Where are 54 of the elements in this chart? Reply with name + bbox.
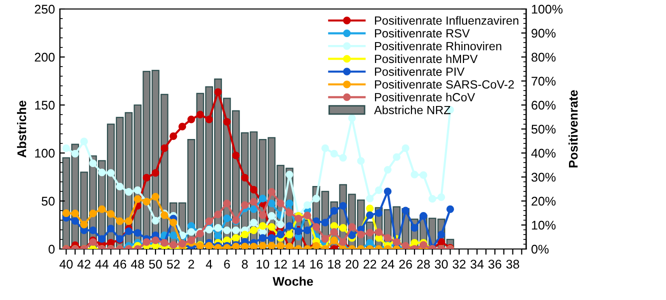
legend-label: Positivenrate hCoV [375, 92, 476, 102]
x-tick-label: 44 [95, 260, 109, 268]
legend-label: Positivenrate Influenzaviren [375, 16, 518, 25]
x-tick-label: 38 [506, 260, 520, 269]
x-tick-label: 34 [470, 260, 484, 269]
x-tick-label: 18 [328, 260, 341, 269]
y-tick-label: 150 [35, 100, 55, 110]
y-tick-label: 100 [35, 148, 55, 158]
x-tick-label: 22 [364, 260, 376, 268]
legend-label: Positivenrate hMPV [375, 54, 478, 64]
x-tick-label: 24 [381, 260, 394, 268]
x-tick-label: 8 [242, 260, 248, 269]
x-tick-label: 42 [77, 260, 90, 268]
x-tick-label: 48 [130, 260, 144, 269]
legend-label: Positivenrate Rhinoviren [375, 42, 502, 50]
y2-tick-label: 50% [532, 124, 556, 134]
y-tick-label: 250 [34, 4, 55, 14]
x-tick-label: 14 [292, 260, 305, 268]
x-tick-label: 36 [488, 260, 502, 269]
x-tick-label: 50 [149, 260, 162, 269]
y2-tick-label: 0% [531, 244, 549, 254]
y2-tick-label: 60% [532, 100, 556, 110]
x-tick-label: 6 [224, 260, 230, 269]
legend-label: Positivenrate RSV [375, 28, 470, 38]
y2-tick-label: 30% [531, 172, 556, 182]
x-tick-label: 30 [434, 260, 448, 269]
y2-tick-label: 100% [532, 4, 563, 14]
x-tick-label: 40 [60, 260, 73, 269]
x-tick-label: 12 [274, 260, 287, 268]
y-tick-label: 0 [48, 244, 55, 254]
x-tick-label: 46 [113, 260, 126, 269]
y2-axis-title: Positivenrate [568, 90, 578, 168]
y2-tick-label: 80% [532, 52, 556, 62]
x-tick-label: 10 [256, 260, 270, 269]
y2-tick-label: 20% [532, 196, 556, 206]
x-axis-title: Woche [272, 276, 313, 286]
legend-label: Positivenrate PIV [375, 67, 465, 76]
x-tick-label: 32 [452, 260, 466, 269]
x-tick-label: 20 [346, 260, 358, 269]
y2-tick-label: 10% [532, 220, 556, 230]
legend-label: Abstriche NRZ [374, 106, 450, 114]
x-tick-label: 16 [310, 260, 323, 269]
x-tick-label: 4 [206, 260, 212, 268]
y-tick-label: 200 [34, 52, 55, 62]
x-tick-label: 28 [417, 260, 430, 269]
legend-label: Positivenrate SARS-CoV-2 [375, 80, 514, 89]
y-tick-label: 50 [42, 196, 55, 206]
x-tick-label: 26 [399, 260, 412, 269]
x-tick-label: 2 [188, 260, 194, 268]
x-tick-label: 52 [166, 260, 180, 269]
y2-tick-label: 70% [532, 76, 556, 86]
y-axis-title: Abstriche [17, 100, 26, 158]
y2-tick-label: 40% [531, 148, 556, 158]
y2-tick-label: 90% [532, 28, 556, 38]
